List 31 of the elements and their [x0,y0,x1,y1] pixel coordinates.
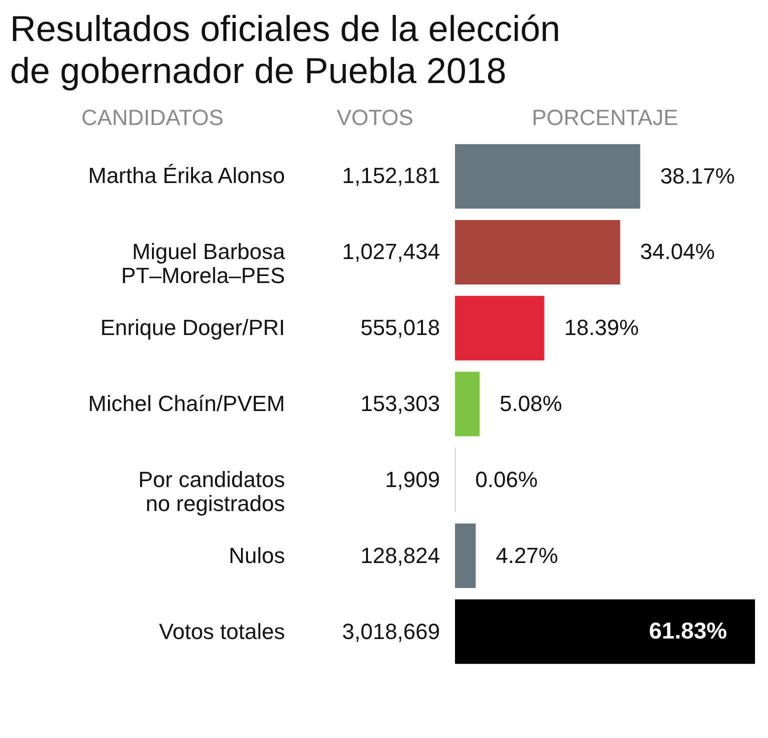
bar [455,144,640,209]
data-label: 34.04% [640,239,715,264]
bar [455,296,544,360]
bar [455,524,476,588]
bar [455,220,620,284]
y-tick-label: Enrique Doger/PRI [100,315,285,340]
y-tick-label: Martha Érika Alonso [88,163,285,188]
text: 1,909 [384,467,440,492]
text: 1,152,181 [342,163,440,188]
y-tick-label: Votos totales [159,619,285,644]
data-label: 61.83% [648,618,727,644]
y-tick-label: Michel Chaín/PVEM [88,391,285,416]
text: 153,303 [360,391,440,416]
text: 1,027,434 [342,239,440,264]
chart-title: Resultados oficiales de la elección de gobernador de Puebla 2018 [10,8,560,91]
data-label: 4.27% [496,542,558,568]
bar [455,599,755,664]
text: VOTOS [336,105,414,130]
bar [455,372,480,436]
text: 128,824 [360,543,440,568]
y-axis-title: CANDIDATOS [81,105,224,130]
data-label: 5.08% [500,391,562,416]
x-axis-title: PORCENTAJE [532,105,678,130]
y-tick-label: Miguel Barbosa PT–Morela–PES [121,239,286,288]
y-tick-label: Por candidatos no registrados [138,467,285,516]
data-label: 0.06% [475,466,538,492]
data-label: 38.17% [660,163,735,188]
text: 3,018,669 [342,619,440,644]
text: 555,018 [360,315,440,340]
y-tick-label: Nulos [228,543,285,568]
data-label: 18.39% [564,315,639,340]
